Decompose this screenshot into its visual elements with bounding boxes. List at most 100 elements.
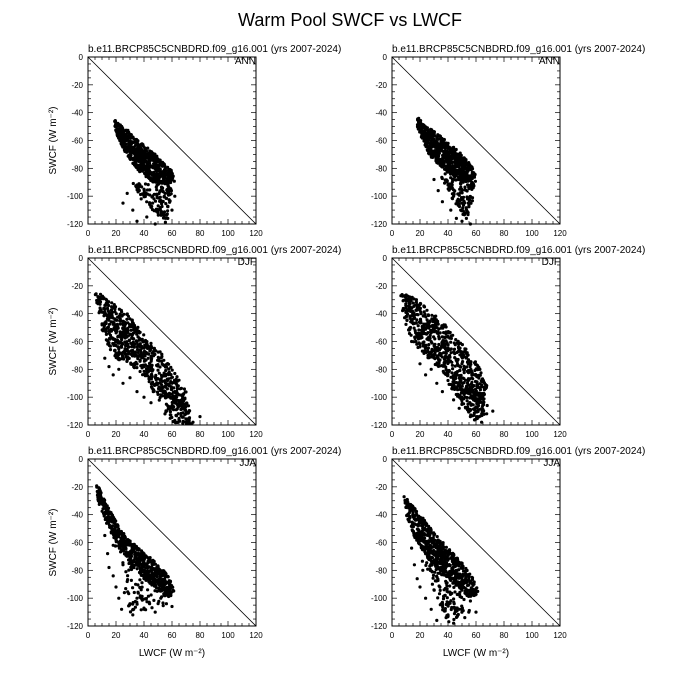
- data-point: [446, 170, 450, 174]
- data-point: [112, 528, 116, 532]
- data-point: [105, 298, 109, 302]
- data-point: [433, 149, 437, 153]
- data-point: [454, 159, 458, 163]
- scatter-points: [415, 116, 477, 226]
- data-point: [172, 386, 176, 390]
- data-point: [432, 335, 436, 339]
- data-point: [139, 147, 143, 151]
- data-point: [170, 584, 174, 588]
- panel-season: ANN: [235, 56, 256, 67]
- data-point: [142, 568, 147, 572]
- data-point: [164, 588, 168, 592]
- data-point: [479, 371, 483, 375]
- data-point: [109, 510, 113, 515]
- data-point: [135, 159, 139, 163]
- x-tick-label: 40: [140, 430, 149, 439]
- data-point: [482, 385, 486, 389]
- data-point: [156, 392, 160, 396]
- data-point: [113, 354, 117, 358]
- data-point: [440, 390, 444, 394]
- data-point: [140, 157, 145, 162]
- data-point: [432, 343, 437, 347]
- x-tick-label: 20: [416, 631, 425, 640]
- data-point: [460, 201, 464, 205]
- data-point: [431, 137, 435, 141]
- data-point: [440, 176, 444, 181]
- data-point: [136, 325, 140, 329]
- data-point: [408, 309, 413, 313]
- data-point: [124, 570, 128, 574]
- y-tick-label: 0: [79, 53, 84, 62]
- data-point: [124, 546, 128, 550]
- data-point: [130, 345, 134, 349]
- data-point: [124, 132, 128, 136]
- data-point: [160, 571, 164, 575]
- data-point: [129, 578, 133, 583]
- data-point: [470, 172, 474, 176]
- data-point: [457, 406, 461, 410]
- data-point: [164, 374, 168, 378]
- y-tick-label: -120: [67, 220, 84, 229]
- data-point: [442, 137, 446, 142]
- data-point: [119, 550, 123, 554]
- data-point: [170, 395, 174, 399]
- data-point: [121, 326, 125, 330]
- data-point: [152, 197, 156, 201]
- data-point: [142, 563, 146, 567]
- data-point: [457, 193, 461, 197]
- data-point: [124, 587, 128, 591]
- data-point: [475, 399, 479, 403]
- data-point: [146, 356, 150, 360]
- x-tick-label: 60: [472, 229, 481, 238]
- data-point: [446, 183, 450, 187]
- data-point: [460, 189, 464, 193]
- data-point: [135, 552, 139, 556]
- data-point: [124, 550, 128, 554]
- data-point: [147, 578, 151, 582]
- data-point: [448, 353, 452, 358]
- data-point: [104, 332, 108, 336]
- data-point: [439, 353, 443, 358]
- data-point: [476, 364, 480, 368]
- data-point: [463, 395, 467, 399]
- data-point: [111, 316, 115, 320]
- data-point: [432, 349, 436, 353]
- data-point: [153, 583, 157, 587]
- data-point: [130, 149, 134, 153]
- data-point: [147, 169, 152, 173]
- data-point: [464, 216, 468, 220]
- data-point: [125, 191, 129, 195]
- data-point: [100, 322, 104, 326]
- data-point: [126, 128, 130, 132]
- data-point: [438, 364, 442, 368]
- data-point: [443, 150, 447, 154]
- data-point: [446, 361, 450, 366]
- data-point: [152, 575, 156, 580]
- data-point: [113, 526, 117, 530]
- data-point: [446, 346, 450, 350]
- data-point: [158, 207, 162, 211]
- data-point: [135, 146, 139, 151]
- data-point: [465, 390, 470, 395]
- data-point: [166, 404, 170, 408]
- data-point: [135, 596, 139, 600]
- data-point: [419, 135, 423, 139]
- data-point: [418, 130, 422, 134]
- y-tick-label: -100: [67, 192, 84, 201]
- data-point: [122, 312, 126, 316]
- data-point: [154, 568, 158, 572]
- data-point: [152, 192, 156, 196]
- data-point: [475, 416, 479, 421]
- data-point: [176, 384, 180, 388]
- data-point: [468, 177, 472, 181]
- y-tick-label: -80: [375, 566, 387, 575]
- data-point: [454, 202, 458, 206]
- data-point: [422, 304, 426, 309]
- data-point: [120, 126, 124, 130]
- data-point: [125, 579, 129, 584]
- data-point: [137, 556, 141, 560]
- panel-season: JJA: [239, 458, 256, 469]
- data-point: [141, 163, 145, 167]
- y-tick-label: -60: [71, 338, 83, 347]
- data-point: [136, 546, 140, 551]
